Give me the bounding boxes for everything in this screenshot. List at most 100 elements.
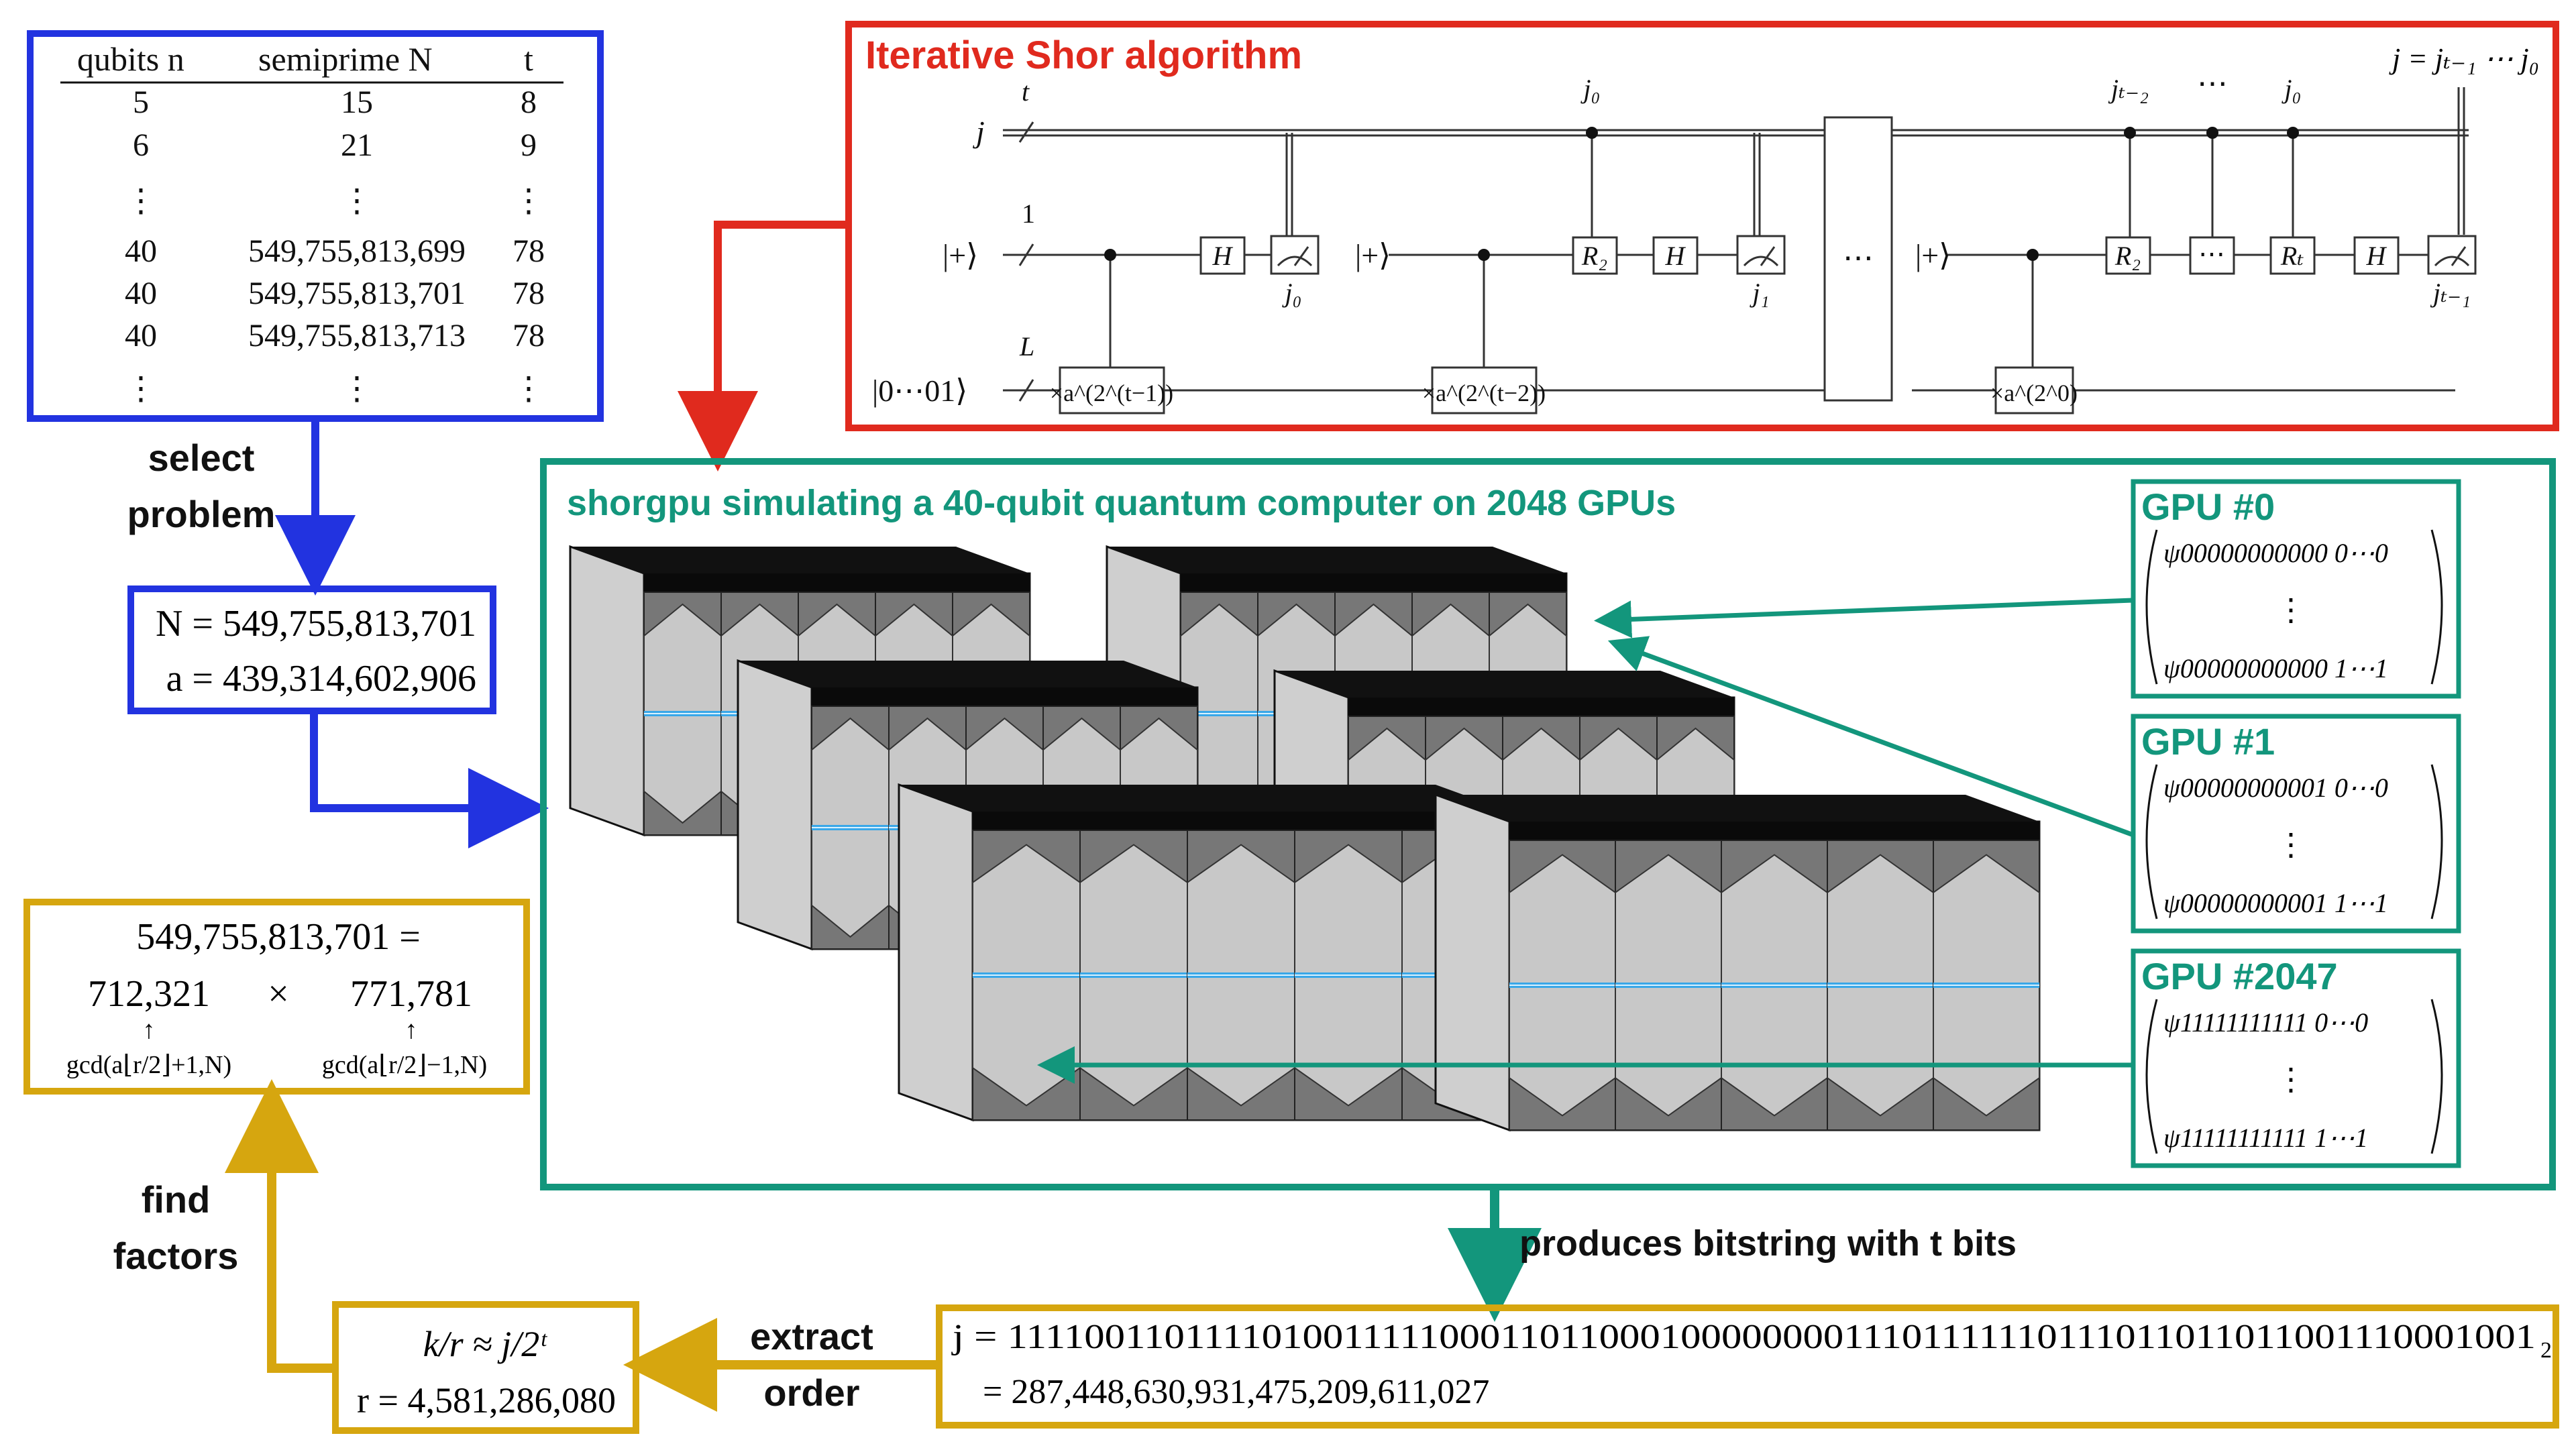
table-cell: 549,755,813,699 bbox=[248, 233, 466, 269]
find-factors-label-2: factors bbox=[113, 1235, 239, 1277]
control-label-j0: j₀ bbox=[2281, 74, 2301, 104]
control-label-j0: j₀ bbox=[1580, 74, 1600, 104]
problem-a: a = 439,314,602,906 bbox=[166, 658, 476, 700]
rotation-gate-r2 bbox=[1572, 236, 1618, 275]
table-cell: ⋮ bbox=[125, 183, 157, 219]
table-box bbox=[27, 30, 604, 422]
rotation-gate-r2 bbox=[2105, 236, 2151, 275]
control-dots: ⋯ bbox=[2197, 66, 2228, 101]
gpu0-pointer bbox=[1594, 598, 2134, 638]
order-approx: k/r ≈ j/2ᵗ bbox=[423, 1324, 548, 1364]
meter-icon bbox=[1277, 256, 1313, 267]
factor-left: 712,321 bbox=[88, 973, 210, 1015]
table-cell: 40 bbox=[125, 276, 157, 311]
gpu-card-top: ψ00000000001 0⋯0 bbox=[2163, 773, 2388, 803]
gpu-card-bottom: ψ11111111111 1⋯1 bbox=[2163, 1123, 2368, 1153]
cabinet-side bbox=[737, 659, 813, 951]
gpu-card-top: ψ00000000000 0⋯0 bbox=[2163, 538, 2388, 568]
wire-label-plus-3: |+⟩ bbox=[1915, 238, 1951, 272]
gate-label-mult2: ×a^(2^(t−2)) bbox=[1422, 380, 1546, 406]
bitstring-decimal: = 287,448,630,931,475,209,611,027 bbox=[983, 1373, 1489, 1411]
control-dot bbox=[1586, 127, 1598, 139]
gpu-card-vdots: ⋮ bbox=[2275, 593, 2306, 627]
table-cell: 78 bbox=[513, 233, 545, 269]
output-label-j0: j₀ bbox=[1281, 278, 1301, 308]
control-dot bbox=[2124, 127, 2136, 139]
gate-label-mult0: ×a^(2^0) bbox=[1990, 380, 2078, 406]
factor-right-arrow: ↑ bbox=[405, 1016, 418, 1044]
cabinet-side bbox=[1434, 793, 1511, 1132]
extract-order-label-2: order bbox=[763, 1372, 859, 1414]
meter-icon bbox=[2434, 256, 2470, 267]
cabinet-top bbox=[1436, 795, 2039, 822]
register-label-1: 1 bbox=[1022, 199, 1035, 229]
table-cell: ⋮ bbox=[125, 371, 157, 406]
to-gpu-arrow bbox=[310, 714, 549, 848]
find-factors-label-1: find bbox=[142, 1178, 211, 1221]
ellipsis-gate bbox=[2189, 236, 2235, 275]
order-r-value: r = 4,581,286,080 bbox=[357, 1380, 616, 1420]
order-box: k/r ≈ j/2ᵗ r = 4,581,286,080 bbox=[332, 1301, 639, 1434]
problem-table: qubits n semiprime N t 5 15 8 6 21 9 ⋮ ⋮… bbox=[27, 30, 604, 422]
problem-box: N = 549,755,813,701 a = 439,314,602,906 bbox=[127, 585, 496, 714]
rotation-gate-rt bbox=[2269, 236, 2316, 275]
table-cell: 40 bbox=[125, 233, 157, 269]
table-cell: 78 bbox=[513, 276, 545, 311]
produces-label: produces bitstring with t bits bbox=[1519, 1223, 2017, 1264]
hadamard-gate bbox=[1652, 236, 1699, 275]
gate-label-mult1: ×a^(2^(t−1)) bbox=[1050, 380, 1173, 406]
meter-icon bbox=[1743, 256, 1779, 267]
j-result-label: j = jₜ₋₁ ⋯ j₀ bbox=[2389, 42, 2539, 75]
control-dot bbox=[2027, 249, 2039, 261]
register-label-L: L bbox=[1019, 331, 1034, 361]
table-header-semiprime: semiprime N bbox=[258, 40, 433, 78]
gpu-card-vdots: ⋮ bbox=[2275, 828, 2306, 862]
problem-N: N = 549,755,813,701 bbox=[156, 603, 476, 645]
bitstring-binary: j = 111100110111101001111100011011000100… bbox=[951, 1318, 2536, 1356]
cabinet-side bbox=[898, 783, 974, 1122]
gate-label-R2: R₂ bbox=[2114, 241, 2141, 271]
gpu-card-bottom: ψ00000000001 1⋯1 bbox=[2163, 888, 2388, 918]
bitstring-box: j = 111100110111101001111100011011000100… bbox=[936, 1304, 2559, 1429]
gate-label-H: H bbox=[1665, 241, 1686, 271]
table-cell: ⋮ bbox=[341, 183, 373, 219]
ellipsis-block bbox=[1823, 116, 1893, 402]
hadamard-gate bbox=[2353, 236, 2400, 275]
table-cell: 8 bbox=[521, 85, 537, 120]
gpu-card-bottom: ψ00000000000 1⋯1 bbox=[2163, 653, 2388, 683]
table-cell: 15 bbox=[341, 85, 373, 120]
control-label-jt2: jₜ₋₂ bbox=[2108, 74, 2149, 104]
cabinet-top bbox=[570, 547, 1030, 573]
gpu-card-2047: GPU #2047 ψ11111111111 0⋯0 ⋮ ψ1111111111… bbox=[2131, 948, 2461, 1168]
mod-mult-gate-1 bbox=[1059, 366, 1165, 414]
table-cell: 5 bbox=[133, 85, 149, 120]
factors-box: 549,755,813,701 = 712,321 × 771,781 ↑ ↑ … bbox=[23, 899, 530, 1095]
table-cell: 549,755,813,701 bbox=[248, 276, 466, 311]
circuit-box bbox=[845, 21, 2559, 431]
mod-mult-gate-2 bbox=[1431, 366, 1538, 414]
table-cell: 40 bbox=[125, 318, 157, 353]
table-cell: ⋮ bbox=[341, 371, 373, 406]
gpu-card-vdots: ⋮ bbox=[2275, 1062, 2306, 1097]
bracket-right bbox=[2430, 529, 2443, 685]
table-header-qubits: qubits n bbox=[77, 40, 184, 78]
select-problem-label-2: problem bbox=[127, 493, 276, 535]
factors-N: 549,755,813,701 = bbox=[136, 916, 421, 958]
gpu-card-top: ψ11111111111 0⋯0 bbox=[2163, 1007, 2368, 1038]
block-label-dots: ⋯ bbox=[1843, 241, 1874, 275]
gpu-card-0: GPU #0 ψ00000000000 0⋯0 ⋮ ψ00000000000 1… bbox=[2131, 479, 2461, 699]
gpu-card-title: GPU #1 bbox=[2141, 720, 2275, 763]
output-label-j1: j₁ bbox=[1749, 278, 1769, 308]
control-dot bbox=[1104, 249, 1116, 261]
cabinet-top bbox=[899, 785, 1509, 812]
wire-label-zero: |0⋯01⟩ bbox=[872, 374, 967, 408]
gate-label-H: H bbox=[1212, 241, 1234, 271]
wire-label-plus-2: |+⟩ bbox=[1355, 238, 1391, 272]
table-cell: 21 bbox=[341, 127, 373, 163]
measurement-gate bbox=[1736, 235, 1786, 275]
bitstring-subscript: 2 bbox=[2540, 1338, 2552, 1363]
gate-label-R2: R₂ bbox=[1581, 241, 1607, 271]
gate-label-dots: ⋯ bbox=[2198, 239, 2225, 269]
cabinet-top bbox=[738, 661, 1197, 687]
